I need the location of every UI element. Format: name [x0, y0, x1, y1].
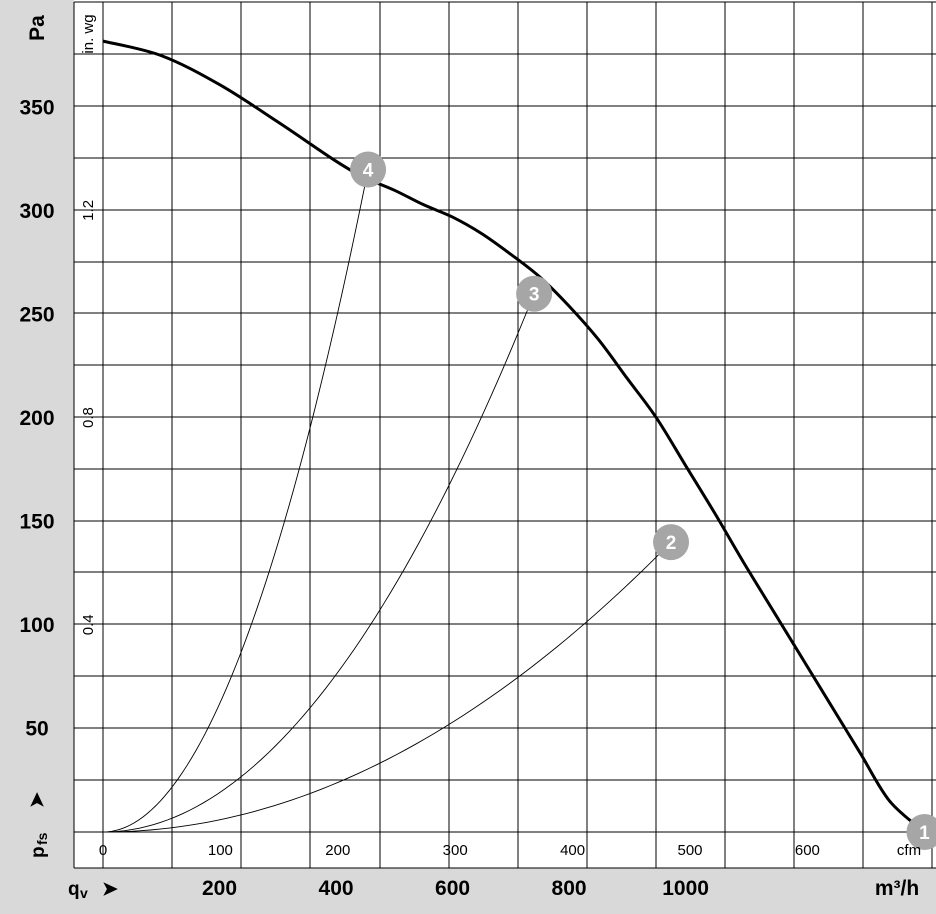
y-tick-inwg: 0.4 [80, 614, 97, 635]
x-tick-m3h: 1000 [662, 877, 709, 900]
x-tick-m3h: 400 [319, 877, 354, 900]
x-axis-title-main: q [68, 879, 80, 900]
y-axis-title: p fs ➤ [27, 792, 50, 858]
x-unit-m3h: m³/h [875, 877, 919, 900]
bottom-axis-band [0, 868, 936, 914]
y-axis-title-sub: fs [34, 832, 50, 845]
y-tick-pa: 350 [19, 96, 54, 119]
x-tick-cfm: 200 [325, 842, 350, 859]
fan-curve [102, 39, 926, 834]
system-curves [102, 169, 672, 833]
x-tick-cfm: 500 [677, 842, 702, 859]
tick-labels: 50 100 150 200 250 300 350 0.4 0.8 1.2 0 100 200 300 4… [19, 96, 819, 900]
axis-labels: Pa in. wg cfm m³/h p fs ➤ q v ➤ [26, 14, 921, 901]
left-axis-band [0, 0, 74, 914]
system-curve-3 [102, 293, 535, 833]
y-axis-title-main: p [28, 846, 49, 858]
grid [73, 1, 936, 869]
system-curve-4 [102, 169, 369, 833]
y-unit-inwg: in. wg [80, 14, 97, 53]
operating-point-label-4: 4 [363, 160, 374, 181]
operating-point-label-1: 1 [919, 823, 930, 844]
operating-point-3 [516, 275, 553, 312]
x-tick-cfm: 0 [99, 842, 107, 859]
y-tick-inwg: 1.2 [80, 200, 97, 221]
operating-point-4 [350, 151, 387, 188]
y-tick-pa: 100 [19, 614, 54, 637]
x-axis-arrow: ➤ [102, 879, 118, 900]
y-tick-pa: 300 [19, 200, 54, 223]
y-tick-pa: 50 [25, 717, 48, 740]
x-tick-cfm: 100 [208, 842, 233, 859]
x-tick-m3h: 800 [552, 877, 587, 900]
operating-point-markers: 1 2 3 4 [350, 151, 936, 850]
y-tick-inwg: 0.8 [80, 407, 97, 428]
y-tick-pa: 200 [19, 407, 54, 430]
operating-point-1 [906, 814, 936, 850]
x-axis-title-sub: v [80, 885, 88, 901]
fan-curve-group [102, 39, 926, 834]
x-tick-cfm: 400 [560, 842, 585, 859]
x-tick-cfm: 600 [795, 842, 820, 859]
y-tick-pa: 150 [19, 510, 54, 533]
y-axis-arrow: ➤ [27, 792, 48, 808]
plot-background [74, 0, 936, 868]
system-curve-2 [102, 541, 672, 833]
operating-point-label-3: 3 [529, 285, 540, 306]
y-tick-pa: 250 [19, 303, 54, 326]
operating-point-2 [653, 524, 690, 561]
x-tick-m3h: 200 [202, 877, 237, 900]
x-unit-cfm: cfm [897, 842, 921, 859]
x-tick-cfm: 300 [443, 842, 468, 859]
y-unit-pa: Pa [26, 15, 49, 41]
x-tick-m3h: 600 [435, 877, 470, 900]
operating-point-label-2: 2 [666, 533, 677, 554]
